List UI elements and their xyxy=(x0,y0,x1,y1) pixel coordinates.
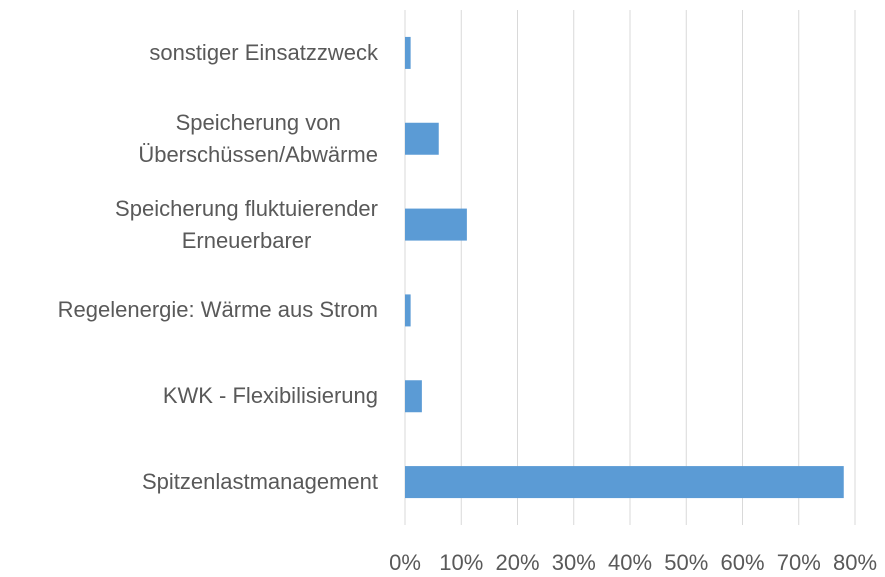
bar xyxy=(405,294,411,327)
x-tick-label: 40% xyxy=(608,550,652,575)
x-tick-label: 70% xyxy=(777,550,821,575)
bar xyxy=(405,208,467,241)
bar xyxy=(405,122,439,155)
y-tick-label: Regelenergie: Wärme aus Strom xyxy=(57,297,378,323)
x-tick-label: 10% xyxy=(439,550,483,575)
y-tick-label-box: Regelenergie: Wärme aus Strom xyxy=(58,268,378,354)
bar xyxy=(405,36,411,69)
x-tick-label: 20% xyxy=(495,550,539,575)
bar xyxy=(405,380,422,413)
y-tick-label-box: Spitzenlastmanagement xyxy=(142,439,378,525)
y-tick-label: Speicherung fluktuierender Erneuerbarer xyxy=(115,195,378,253)
x-tick-label: 0% xyxy=(389,550,421,575)
bar xyxy=(405,466,844,499)
y-tick-label: sonstiger Einsatzzweck xyxy=(149,39,378,65)
y-tick-label-box: sonstiger Einsatzzweck xyxy=(149,10,378,96)
y-tick-label: KWK - Flexibilisierung xyxy=(162,383,378,409)
y-tick-label: Speicherung von Überschüssen/Abwärme xyxy=(138,109,378,167)
x-tick-label: 80% xyxy=(833,550,877,575)
x-tick-label: 60% xyxy=(720,550,764,575)
y-tick-label-box: KWK - Flexibilisierung xyxy=(163,353,378,439)
x-tick-label: 50% xyxy=(664,550,708,575)
y-tick-label: Spitzenlastmanagement xyxy=(141,469,378,495)
x-tick-label: 30% xyxy=(552,550,596,575)
y-tick-label-box: Speicherung von Überschüssen/Abwärme xyxy=(138,96,378,182)
y-tick-label-box: Speicherung fluktuierender Erneuerbarer xyxy=(115,182,378,268)
